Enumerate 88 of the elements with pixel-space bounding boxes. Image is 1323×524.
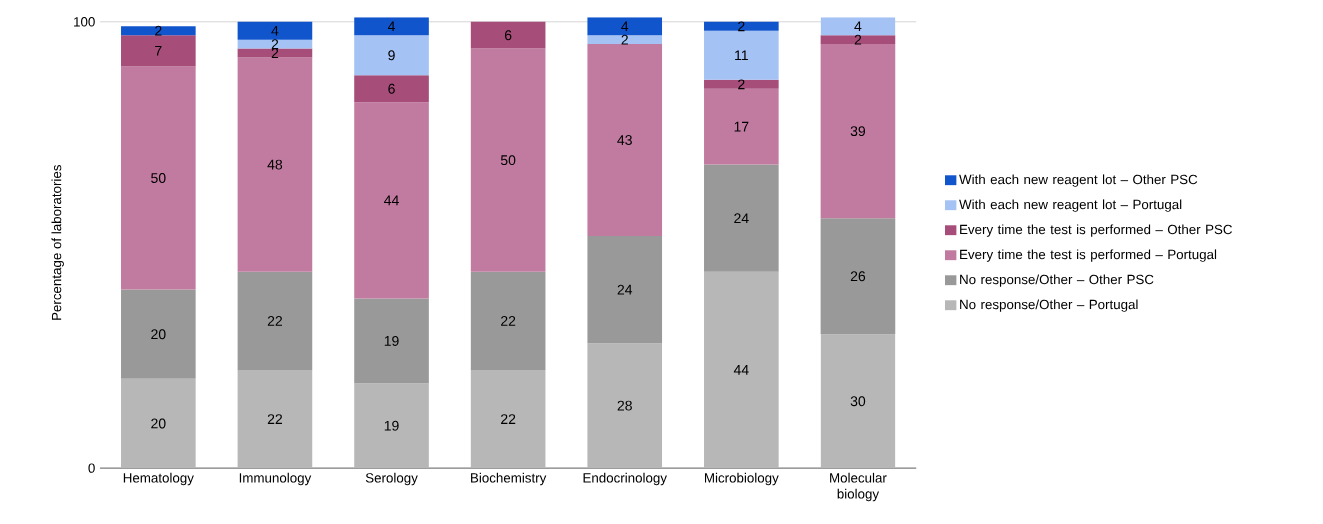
data-label: 22 [267, 315, 282, 326]
bar [121, 378, 196, 469]
x-tick-label: Endocrinology [583, 472, 667, 486]
bar [820, 35, 896, 45]
bar [354, 35, 429, 76]
data-label: 2 [854, 34, 862, 45]
x-tick-label: Molecular biology [830, 472, 887, 502]
bar [587, 235, 663, 344]
bar [587, 17, 663, 36]
bar [121, 26, 196, 36]
bar [354, 102, 429, 299]
data-label: 22 [501, 414, 516, 424]
data-label: 22 [267, 414, 282, 424]
bar [820, 218, 896, 335]
x-tick-label: Hematology [123, 472, 194, 486]
data-label: 6 [504, 30, 512, 41]
data-label: 39 [850, 126, 866, 137]
bar [237, 57, 313, 272]
data-label: 50 [151, 173, 166, 183]
data-label: 6 [388, 83, 395, 94]
bar [704, 30, 779, 80]
x-tick-label: Microbiology [704, 472, 779, 486]
bar [237, 21, 313, 40]
x-tick-label: Immunology [239, 472, 312, 486]
data-label: 4 [854, 21, 862, 32]
bar [820, 17, 896, 36]
data-label: 22 [501, 315, 516, 326]
data-label: 20 [151, 418, 166, 429]
data-label: 24 [617, 284, 633, 295]
data-label: 44 [733, 365, 749, 375]
bar [354, 383, 429, 469]
legend-label: With each new reagent lot – Other PSC [959, 174, 1198, 187]
data-label: 2 [621, 34, 628, 45]
bar [354, 17, 429, 36]
data-label: 17 [734, 121, 749, 132]
data-label: 11 [735, 50, 748, 61]
bar [470, 271, 546, 370]
data-label: 2 [738, 79, 745, 90]
bar [354, 298, 429, 384]
data-label: 28 [617, 400, 632, 411]
data-label: 4 [621, 21, 629, 32]
bar [587, 44, 663, 236]
bar [587, 35, 663, 45]
data-label: 19 [384, 335, 399, 346]
data-label: 2 [271, 39, 279, 49]
data-label: 43 [617, 135, 632, 145]
data-label: 20 [151, 329, 166, 340]
bar [237, 39, 313, 49]
data-label: 2 [738, 21, 745, 32]
bar [121, 289, 196, 379]
legend-label: Every time the test is performed – Other PSC [960, 224, 1232, 237]
legend-label: No response/Other – Other PSC [960, 274, 1154, 287]
y-tick-label: 100 [74, 17, 95, 27]
bar [704, 88, 779, 165]
bar [470, 21, 546, 49]
legend-label: No response/Other – Portugal [960, 299, 1138, 312]
data-label: 44 [384, 195, 399, 206]
data-label: 24 [734, 213, 749, 223]
bar [354, 75, 429, 103]
bar [470, 369, 546, 469]
data-label: 50 [500, 155, 516, 166]
bar [820, 44, 896, 219]
bar [121, 66, 196, 290]
data-label: 4 [271, 25, 279, 36]
data-label: 48 [267, 159, 283, 170]
bar [237, 271, 313, 370]
data-label: 4 [387, 21, 395, 32]
data-label: 26 [850, 271, 866, 282]
x-tick-label: Serology [365, 472, 418, 486]
data-label: 19 [384, 420, 399, 431]
legend-label: With each new reagent lot – Portugal [959, 199, 1182, 212]
data-label: 7 [155, 45, 162, 56]
data-label: 30 [850, 396, 866, 407]
bar [704, 164, 779, 272]
bar [820, 334, 896, 469]
bar [704, 79, 779, 89]
bar [587, 343, 663, 469]
data-label: 9 [388, 50, 395, 61]
y-tick-label: 0 [88, 463, 95, 473]
bar [704, 271, 779, 469]
bar [470, 48, 546, 272]
y-axis-title: Percentage of laboratories [51, 164, 64, 320]
data-label: 2 [155, 25, 162, 36]
legend-label: Every time the test is performed – Portugal [960, 249, 1217, 262]
bar [704, 21, 779, 31]
x-tick-label: Biochemistry [471, 472, 547, 486]
bar [237, 369, 313, 469]
bar [121, 35, 196, 67]
